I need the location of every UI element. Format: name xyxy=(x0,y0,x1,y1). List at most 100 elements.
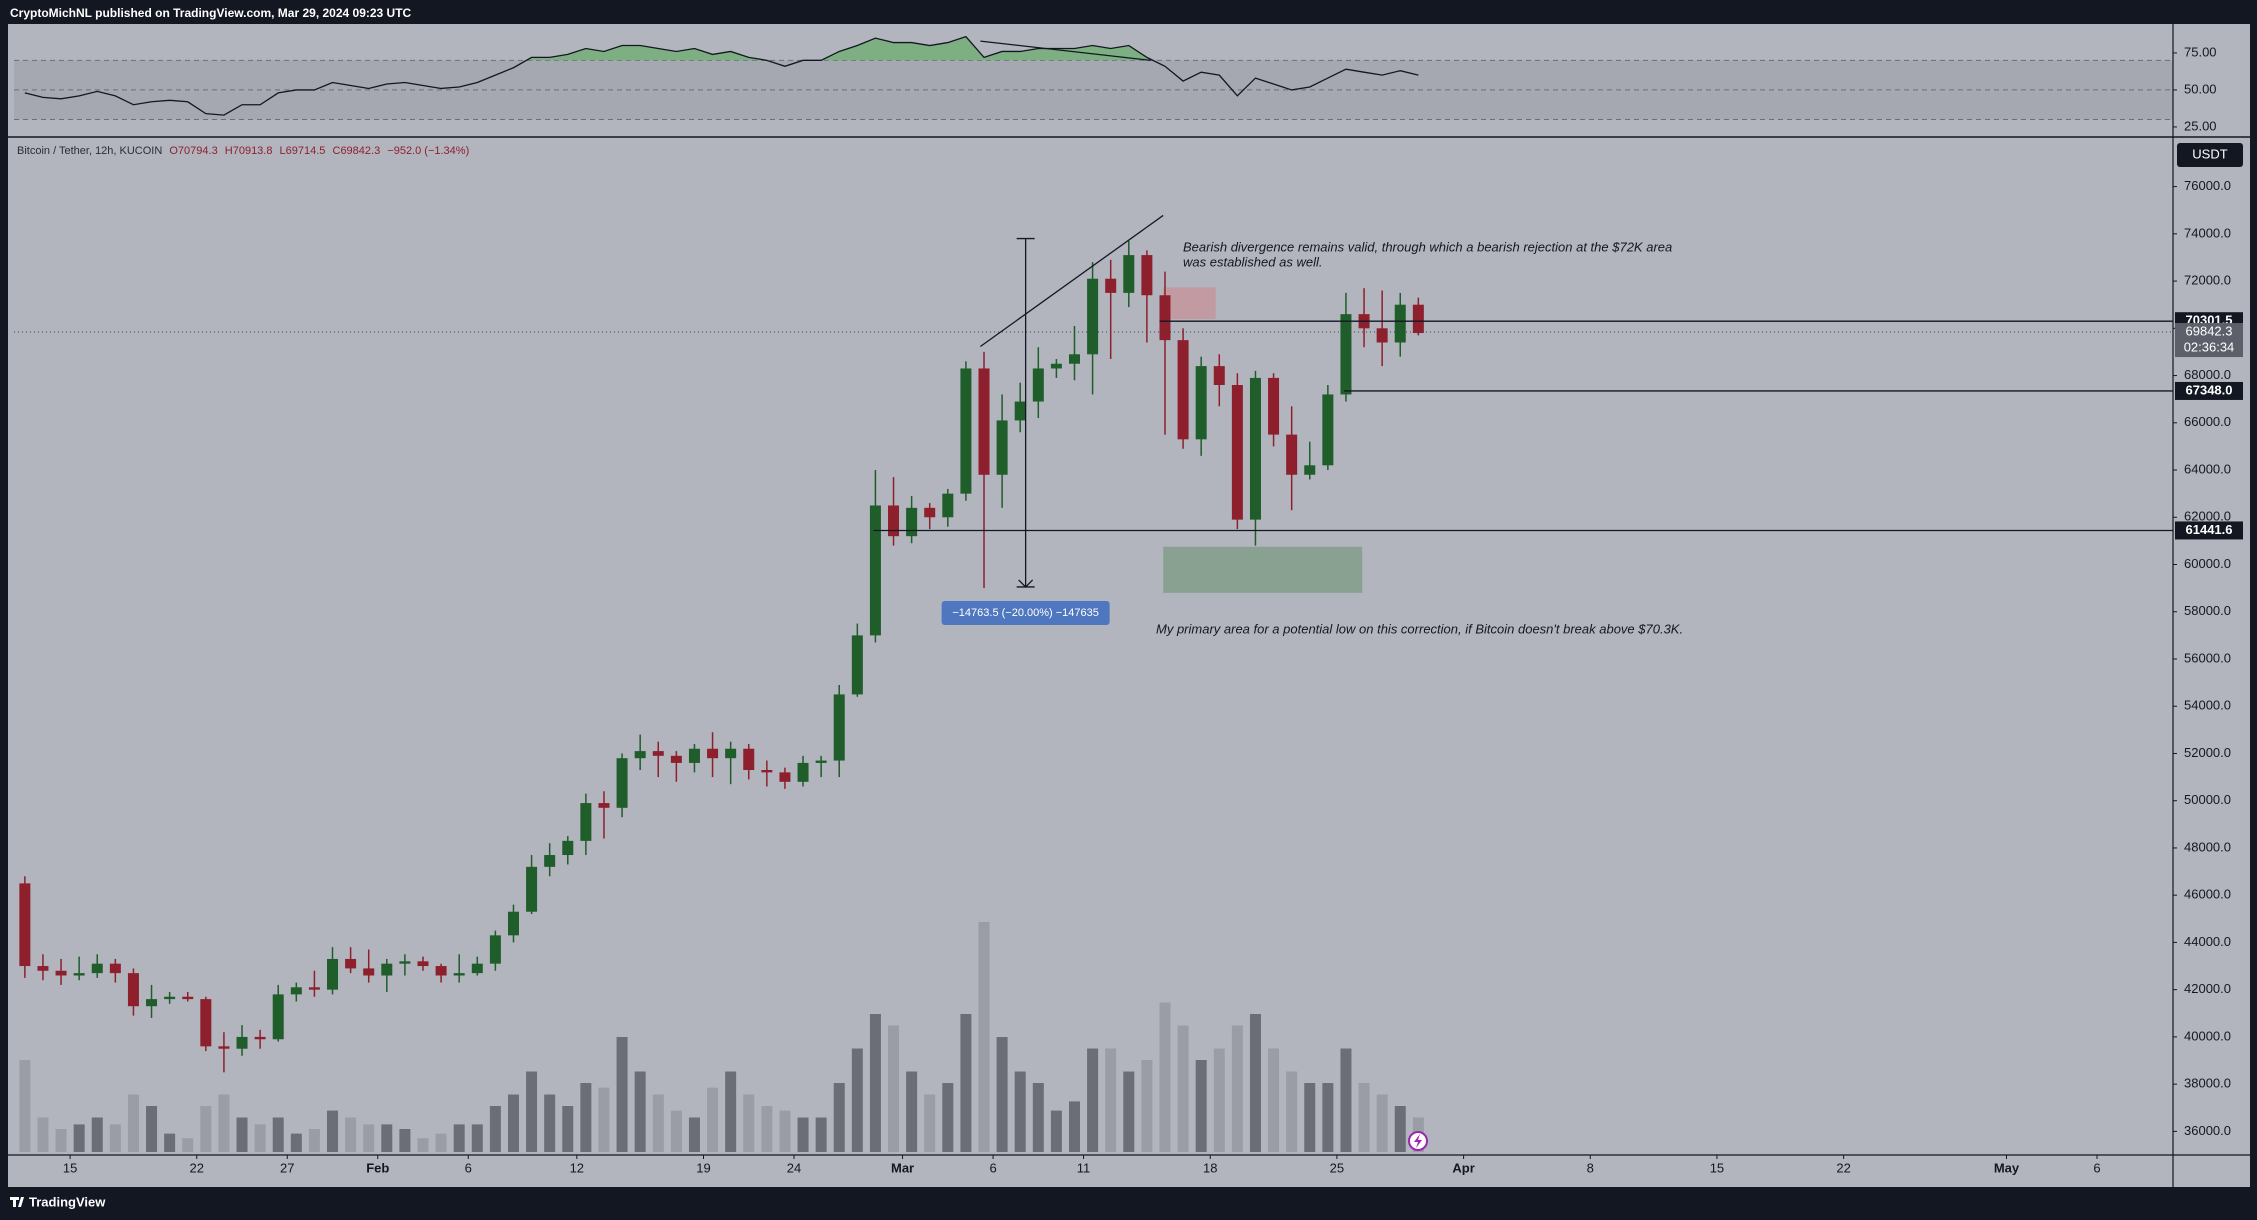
volume-bar xyxy=(200,1106,212,1152)
candle-body xyxy=(308,987,320,990)
candle-body xyxy=(851,635,863,695)
measure-label: −14763.5 (−20.00%) −147635 xyxy=(952,607,1099,619)
trend-line xyxy=(980,214,1164,348)
volume-bar xyxy=(1050,1110,1062,1152)
candle-body xyxy=(942,493,954,518)
x-tick-label: 24 xyxy=(787,1160,801,1175)
y-tick-label: 66000.0 xyxy=(2184,414,2231,429)
candle-body xyxy=(1231,385,1243,520)
price-zone xyxy=(1163,287,1216,320)
rsi-tick-label: 75.00 xyxy=(2184,44,2217,59)
candle-body xyxy=(652,751,664,756)
volume-bar xyxy=(507,1094,519,1152)
y-tick-label: 62000.0 xyxy=(2184,509,2231,524)
y-tick-label: 68000.0 xyxy=(2184,367,2231,382)
candle-body xyxy=(707,748,719,759)
candle-body xyxy=(815,760,827,763)
y-tick-label: 72000.0 xyxy=(2184,273,2231,288)
volume-bar xyxy=(345,1117,357,1152)
volume-bar xyxy=(1177,1025,1189,1152)
header: CryptoMichNL published on TradingView.co… xyxy=(10,6,412,20)
volume-bar xyxy=(634,1071,646,1152)
candle-body xyxy=(616,758,628,808)
rsi-tick-label: 50.00 xyxy=(2184,81,2217,96)
candle-body xyxy=(743,748,755,771)
volume-bar xyxy=(761,1106,773,1152)
volume-bar xyxy=(815,1117,827,1152)
candle-body xyxy=(544,855,556,867)
volume-bar xyxy=(652,1094,664,1152)
candle-body xyxy=(1268,377,1280,435)
volume-bar xyxy=(1322,1083,1334,1152)
volume-bar xyxy=(1340,1048,1352,1152)
volume-bar xyxy=(978,922,990,1152)
candle-body xyxy=(634,751,646,759)
rsi-tick-label: 25.00 xyxy=(2184,118,2217,133)
y-tick-label: 60000.0 xyxy=(2184,556,2231,571)
y-tick-label: 38000.0 xyxy=(2184,1076,2231,1091)
volume-bar xyxy=(1304,1083,1316,1152)
candle-body xyxy=(127,973,139,1007)
volume-bar xyxy=(942,1083,954,1152)
volume-bar xyxy=(906,1071,918,1152)
candle-body xyxy=(1177,340,1189,440)
x-tick-label: 27 xyxy=(280,1160,294,1175)
legend-close: C69842.3 xyxy=(333,145,381,157)
footer-bar xyxy=(0,1188,2257,1220)
candle-body xyxy=(670,755,682,763)
volume-bar xyxy=(1231,1025,1243,1152)
currency[interactable]: USDT xyxy=(2192,146,2227,161)
y-tick-label: 58000.0 xyxy=(2184,603,2231,618)
volume-bar xyxy=(924,1094,936,1152)
candle-body xyxy=(55,970,67,976)
volume-bar xyxy=(290,1133,302,1152)
x-tick-label: 8 xyxy=(1587,1160,1594,1175)
volume-bar xyxy=(616,1037,628,1152)
volume-bar xyxy=(779,1110,791,1152)
candle-body xyxy=(1159,295,1171,341)
candle-body xyxy=(761,770,773,773)
y-tick-label: 54000.0 xyxy=(2184,698,2231,713)
rsi-overbought-fill xyxy=(526,36,1153,61)
candle-body xyxy=(1014,401,1026,421)
rsi-line xyxy=(24,35,1419,116)
candle-body xyxy=(236,1036,248,1049)
candle-body xyxy=(924,507,936,518)
level-label: 61441.6 xyxy=(2186,522,2233,537)
alert-icon[interactable] xyxy=(1408,1131,1428,1151)
volume-bar xyxy=(236,1117,248,1152)
volume-bar xyxy=(1068,1101,1080,1152)
legend-high: H70913.8 xyxy=(225,145,273,157)
rsi-divergence xyxy=(980,40,1151,61)
volume-bar xyxy=(218,1094,230,1152)
volume-bar xyxy=(851,1048,863,1152)
level-label-box xyxy=(2175,521,2243,540)
measure-arrow xyxy=(1016,579,1035,588)
y-tick-label: 56000.0 xyxy=(2184,650,2231,665)
y-tick-label: 76000.0 xyxy=(2184,178,2231,193)
candle-body xyxy=(797,762,809,782)
volume-bar xyxy=(888,1025,900,1152)
volume-bar xyxy=(688,1117,700,1152)
annotation: Bearish divergence remains valid, throug… xyxy=(1183,239,1672,254)
candle-body xyxy=(1105,278,1117,293)
annotation: was established as well. xyxy=(1183,254,1322,269)
volume-bar xyxy=(1286,1071,1298,1152)
currency-box[interactable] xyxy=(2177,143,2243,167)
x-tick-label: 6 xyxy=(2093,1160,2100,1175)
volume-bar xyxy=(146,1106,158,1152)
candle-body xyxy=(562,840,574,856)
volume-bar xyxy=(127,1094,139,1152)
candle-body xyxy=(1340,314,1352,395)
candle-body xyxy=(37,966,49,971)
candle-body xyxy=(833,694,845,761)
x-tick-label: 6 xyxy=(989,1160,996,1175)
volume-bar xyxy=(37,1117,49,1152)
volume-bar xyxy=(471,1124,483,1152)
volume-bar xyxy=(1268,1048,1280,1152)
candle-body xyxy=(1068,354,1080,364)
volume-bar xyxy=(833,1083,845,1152)
candle-body xyxy=(1213,366,1225,386)
y-tick-label: 40000.0 xyxy=(2184,1028,2231,1043)
